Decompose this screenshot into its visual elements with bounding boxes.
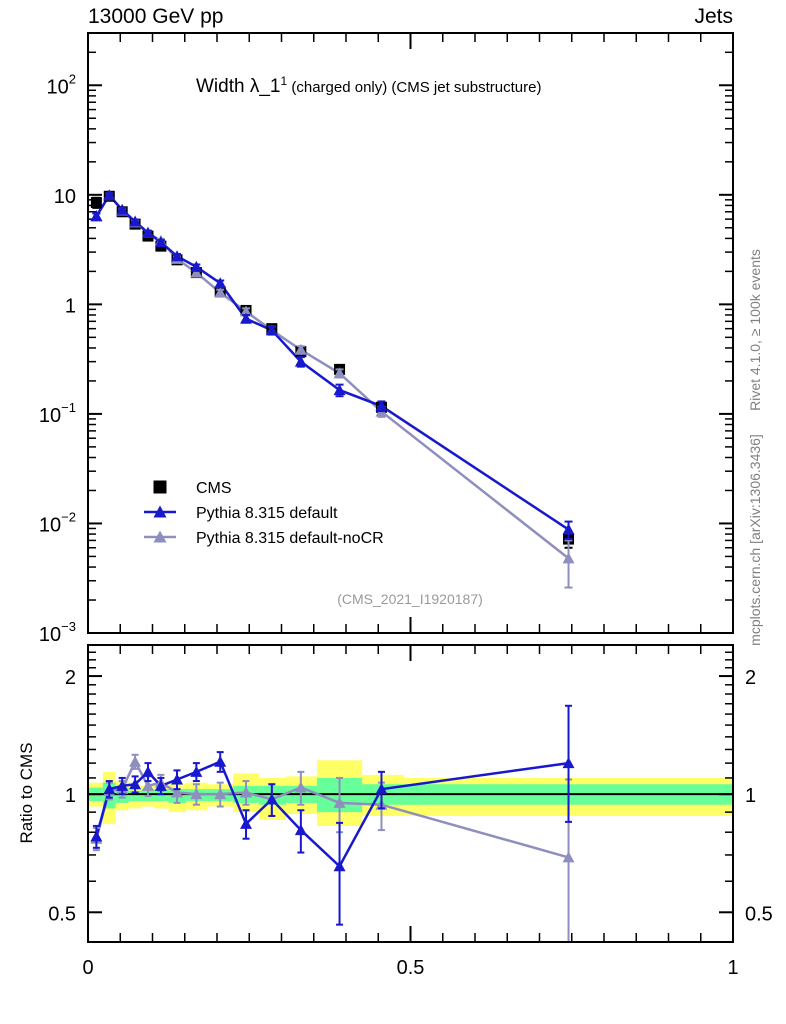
ratio-data-marker <box>562 757 575 769</box>
model-data-marker <box>190 260 203 272</box>
legend-marker-1 <box>153 505 167 518</box>
main-y-tick-label: 102 <box>47 71 76 98</box>
header-beam-label: 13000 GeV pp <box>88 5 223 28</box>
ratio-data-marker <box>240 786 253 798</box>
ratio-data-marker <box>214 755 227 767</box>
ratio-x-tick-labels: 0 0.5 1 <box>82 957 738 979</box>
model-data-marker <box>375 400 388 412</box>
ratio-y-axis-label: Ratio to CMS <box>17 742 36 843</box>
ratio-plot-frame <box>87 644 734 943</box>
legend-marker-2 <box>153 530 167 543</box>
plot-title-symbol: λ_1 <box>250 76 281 97</box>
main-y-tick-labels: 102 10 1 10−1 10−2 10−3 <box>39 71 76 646</box>
model-data-marker <box>171 250 184 262</box>
ratio-y-tick-label-right: 0.5 <box>745 903 773 925</box>
model-data-marker <box>129 215 142 227</box>
ratio-data-marker <box>141 779 154 791</box>
ratio-x-tick-label: 0 <box>82 957 93 979</box>
ratio-band-inner <box>128 790 142 802</box>
model-data-marker <box>333 367 346 379</box>
model-data-marker <box>333 384 346 396</box>
side-label-mcplots: mcplots.cern.ch [arXiv:1306.3436] <box>747 434 763 646</box>
legend-label-0: CMS <box>196 480 232 497</box>
main-y-tick-label: 10−1 <box>39 400 76 427</box>
ratio-data-marker <box>240 817 253 829</box>
ratio-data-marker <box>333 796 346 808</box>
ratio-y-tick-label: 1 <box>65 785 76 807</box>
model-data-marker <box>154 236 167 248</box>
main-series-group <box>90 189 575 589</box>
model-data-marker <box>240 312 253 324</box>
ratio-data-marker <box>171 773 184 785</box>
ratio-data-marker <box>214 788 227 800</box>
ratio-y-tick-label: 2 <box>65 667 76 689</box>
model-data-marker <box>103 189 116 201</box>
plot-title: Width λ_11 (charged only) (CMS jet subst… <box>196 74 541 97</box>
ratio-plot-panel: 2 21 10.5 0.5 0 0.5 1 Ratio to CMS <box>17 644 773 979</box>
model-data-marker <box>562 523 575 535</box>
ratio-data-marker <box>333 860 346 872</box>
ratio-y-tick-label-right: 2 <box>745 667 756 689</box>
ratio-data-marker <box>141 765 154 777</box>
ratio-x-tick-label: 1 <box>727 957 738 979</box>
ratio-data-marker <box>116 779 129 791</box>
header-category-label: Jets <box>694 5 733 28</box>
legend-marker-0 <box>153 480 167 494</box>
model-data-marker <box>265 324 278 336</box>
ratio-series-group <box>90 704 575 942</box>
main-y-tick-label: 10−3 <box>39 619 76 646</box>
ratio-data-marker <box>265 793 278 805</box>
main-plot-frame <box>87 32 734 634</box>
model-data-marker <box>562 552 575 564</box>
ratio-data-marker <box>154 779 167 791</box>
ratio-data-marker <box>375 783 388 795</box>
ratio-y-tick-label: 0.5 <box>48 903 76 925</box>
ratio-data-marker <box>103 783 116 795</box>
model-data-marker <box>141 226 154 238</box>
model-data-marker <box>116 203 129 215</box>
series-line-2 <box>95 193 570 560</box>
legend-label-1: Pythia 8.315 default <box>196 505 338 522</box>
ratio-data-marker <box>562 851 575 863</box>
ratio-data-marker <box>90 830 103 842</box>
main-x-ticks <box>87 33 734 633</box>
main-y-ticks <box>88 51 733 634</box>
ratio-y-tick-label-right: 1 <box>745 785 756 807</box>
plot-title-suffix: (charged only) (CMS jet substructure) <box>287 79 541 96</box>
ratio-y-ticks <box>88 651 733 914</box>
model-data-marker <box>240 305 253 317</box>
ratio-data-marker <box>129 755 142 767</box>
main-y-tick-label: 10 <box>54 186 76 208</box>
ratio-data-marker <box>190 788 203 800</box>
ratio-data-marker <box>294 781 307 793</box>
main-y-tick-label: 10−2 <box>39 509 76 536</box>
plot-title-superscript: 1 <box>281 74 288 88</box>
legend-label-2: Pythia 8.315 default-noCR <box>196 530 384 547</box>
cms-data-marker <box>90 197 102 209</box>
ratio-data-marker <box>190 765 203 777</box>
model-data-marker <box>214 286 227 298</box>
model-data-marker <box>190 266 203 278</box>
ratio-data-marker <box>129 778 142 790</box>
model-data-marker <box>294 355 307 367</box>
legend: CMS Pythia 8.315 default Pythia 8.315 defa… <box>144 480 384 547</box>
model-data-marker <box>294 343 307 355</box>
ratio-data-marker <box>171 786 184 798</box>
model-data-marker <box>214 277 227 289</box>
ratio-data-marker <box>294 824 307 836</box>
plot-title-prefix: Width <box>196 76 250 97</box>
model-data-marker <box>90 210 103 222</box>
main-y-tick-label: 1 <box>65 295 76 317</box>
analysis-id-watermark: (CMS_2021_I1920187) <box>337 591 483 607</box>
ratio-x-tick-label: 0.5 <box>397 957 425 979</box>
series-line-1 <box>95 193 570 531</box>
side-label-rivet: Rivet 4.1.0, ≥ 100k events <box>747 249 763 411</box>
ratio-y-tick-labels: 2 2 1 1 0.5 0.5 <box>48 667 773 925</box>
